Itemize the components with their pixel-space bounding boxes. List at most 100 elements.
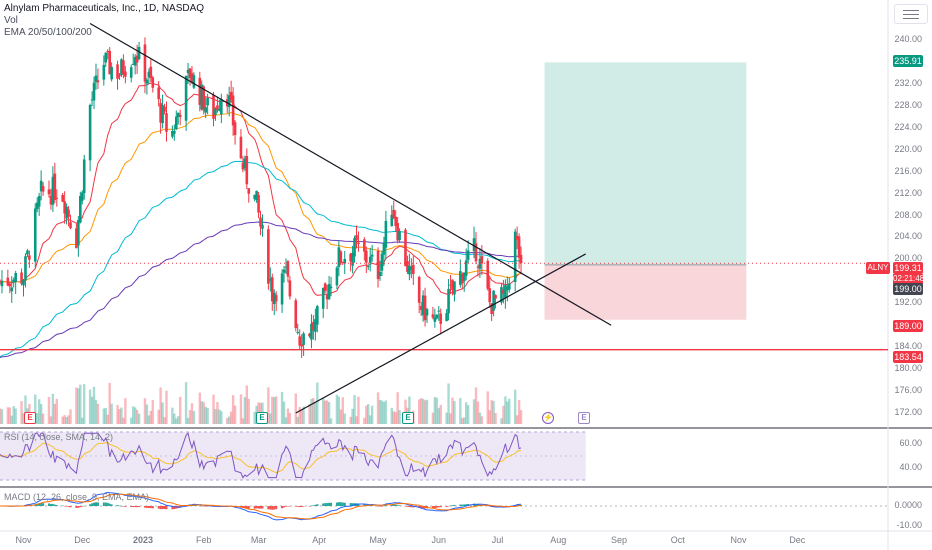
volume-bar <box>192 411 196 424</box>
trendline <box>295 253 586 414</box>
candle-body <box>55 197 59 199</box>
macd-histogram-bar <box>394 504 397 506</box>
macd-histogram-bar <box>330 502 333 506</box>
candle-body <box>102 64 106 80</box>
macd-histogram-bar <box>104 502 107 506</box>
earnings-event-icon[interactable]: E <box>402 412 414 424</box>
volume-bar <box>459 398 462 424</box>
volume-bar <box>149 410 153 424</box>
volume-bar <box>133 407 137 424</box>
macd-histogram-bar <box>343 502 346 506</box>
macd-histogram-bar <box>371 505 374 506</box>
time-tick-label: Sep <box>610 535 627 545</box>
position-zones <box>544 62 747 320</box>
volume-bar <box>8 407 11 424</box>
upcoming-earnings-icon[interactable]: E <box>578 412 590 424</box>
candle-body <box>462 272 466 282</box>
candle-body <box>120 59 123 75</box>
chart-title: Alnylam Pharmaceuticals, Inc., 1D, NASDA… <box>4 3 205 14</box>
candle-body <box>451 279 454 290</box>
candle-body <box>472 238 476 252</box>
volume-bar <box>378 399 382 424</box>
volume-bar <box>396 392 399 424</box>
candle-body <box>0 280 2 282</box>
candle-body <box>349 253 352 262</box>
candle-body <box>129 67 133 78</box>
candle-body <box>312 322 315 331</box>
candle-body <box>294 300 298 329</box>
macd-histogram-bar <box>420 506 423 509</box>
volume-bar <box>310 398 313 424</box>
macd-histogram-bar <box>151 506 154 509</box>
candle-body <box>118 75 121 77</box>
macd-histogram-bar <box>163 506 166 510</box>
volume-bar <box>131 406 135 424</box>
candle-body <box>494 295 497 299</box>
volume-bar <box>341 397 344 424</box>
candle-body <box>329 286 333 289</box>
volume-bar <box>10 415 13 424</box>
macd-histogram-bar <box>447 506 450 507</box>
volume-bar <box>227 416 231 424</box>
candle-body <box>506 286 509 291</box>
candle-body <box>337 247 341 267</box>
macd-histogram-bar <box>51 504 54 506</box>
candle-body <box>282 269 286 273</box>
volume-bar <box>365 405 368 424</box>
menu-button[interactable] <box>894 4 928 24</box>
candle-body <box>394 216 397 226</box>
volume-bar <box>212 394 215 424</box>
time-tick-label: Mar <box>250 535 267 545</box>
earnings-event-icon[interactable]: E <box>24 412 36 424</box>
macd-histogram-bar <box>431 506 434 509</box>
candle-body <box>419 306 423 310</box>
candle-body <box>280 273 284 305</box>
macd-histogram-bar <box>380 506 383 507</box>
candle-body <box>412 264 415 274</box>
candle-body <box>65 206 68 219</box>
volume-bar <box>245 385 249 424</box>
volume-bar <box>490 400 493 424</box>
volume-bar <box>190 403 194 424</box>
support-price-badge: 183.54 <box>893 351 923 363</box>
macd-histogram-bar <box>165 506 168 510</box>
candle-body <box>486 260 490 289</box>
volume-bar <box>519 410 523 424</box>
volume-bar <box>51 393 55 424</box>
macd-histogram-bar <box>316 504 319 506</box>
time-tick-label: Feb <box>195 535 212 545</box>
candle-body <box>302 333 305 345</box>
macd-histogram-bar <box>476 504 479 506</box>
candle-body <box>417 276 421 303</box>
macd-histogram-bar <box>271 506 274 510</box>
candle-body <box>504 285 507 298</box>
macd-histogram-bar <box>351 503 354 506</box>
volume-bar <box>508 398 511 424</box>
volume-bar <box>269 413 272 424</box>
volume-bar <box>449 413 452 424</box>
volume-bar <box>96 403 100 424</box>
candle-body <box>300 344 303 347</box>
macd-histogram-bar <box>49 504 52 506</box>
macd-histogram-bar <box>435 506 438 508</box>
macd-histogram-bar <box>69 506 72 508</box>
rsi-tick-label: 60.00 <box>899 438 922 448</box>
macd-histogram-bar <box>339 502 342 506</box>
rsi-legend: RSI (14, close, SMA, 14, 2) <box>4 432 114 442</box>
volume-bar <box>274 396 278 424</box>
earnings-event-icon[interactable]: E <box>256 412 268 424</box>
volume-bar <box>480 416 484 424</box>
volume-bar <box>20 401 23 424</box>
macd-histogram-bar <box>65 506 68 507</box>
volume-bar <box>90 396 94 424</box>
candle-body <box>370 254 374 257</box>
split-event-icon[interactable]: ⚡ <box>542 412 554 424</box>
macd-histogram-bar <box>422 506 425 509</box>
volume-bar <box>271 396 274 424</box>
volume-bar <box>34 394 37 424</box>
candle-body <box>8 283 12 287</box>
volume-bar <box>357 396 360 424</box>
candle-body <box>519 254 523 264</box>
volume-bar <box>280 391 284 424</box>
